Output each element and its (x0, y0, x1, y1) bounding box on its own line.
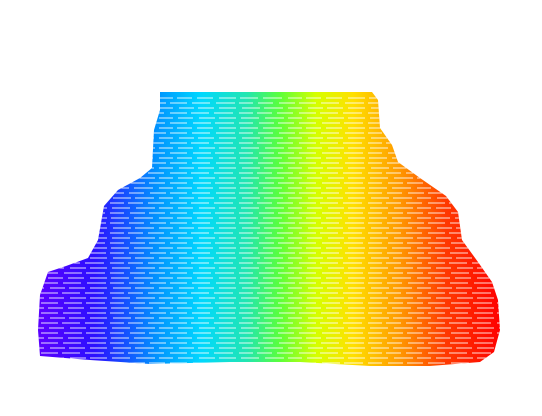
render-viewport (38, 92, 500, 366)
point-cloud-render (38, 92, 500, 366)
